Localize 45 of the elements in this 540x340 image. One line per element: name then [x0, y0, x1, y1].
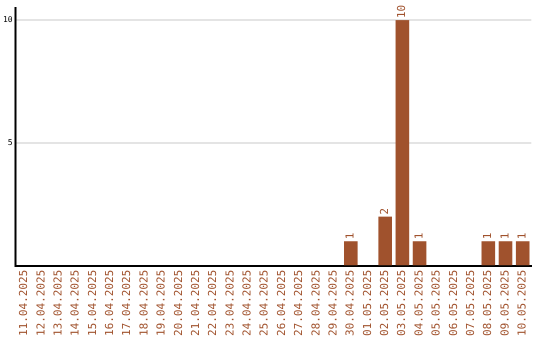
- x-tick-label: 20.04.2025: [172, 270, 185, 336]
- data-label: 10: [395, 4, 408, 18]
- x-tick-label: 23.04.2025: [223, 270, 236, 336]
- data-label: 1: [412, 232, 426, 240]
- bar: [412, 241, 426, 266]
- x-tick-label: 17.04.2025: [120, 270, 134, 336]
- x-tick-label: 05.05.2025: [430, 270, 443, 336]
- x-tick-label: 03.05.2025: [395, 270, 408, 336]
- x-tick-label: 02.05.2025: [378, 270, 392, 336]
- x-tick-label: 12.04.2025: [34, 270, 48, 336]
- x-tick-label: 18.04.2025: [137, 270, 150, 336]
- x-tick-label: 14.04.2025: [68, 270, 82, 336]
- bar: [378, 216, 392, 266]
- x-tick-label: 24.04.2025: [240, 270, 254, 336]
- data-label: 2: [378, 208, 392, 215]
- x-tick-label: 09.05.2025: [498, 270, 512, 336]
- x-tick-label: 08.05.2025: [481, 270, 494, 336]
- x-tick-label: 25.04.2025: [258, 270, 271, 336]
- x-tick-label: 16.04.2025: [103, 270, 116, 336]
- x-tick-label: 10.05.2025: [516, 270, 529, 336]
- x-tick-label: 28.04.2025: [309, 270, 322, 336]
- data-label: 1: [344, 232, 357, 240]
- x-tick-label: 29.04.2025: [326, 270, 340, 336]
- x-tick-label: 30.04.2025: [344, 270, 357, 336]
- x-tick-label: 07.05.2025: [464, 270, 477, 336]
- x-tick-label: 01.05.2025: [360, 270, 374, 336]
- x-tick-label: 19.04.2025: [154, 270, 168, 336]
- x-tick-label: 21.04.2025: [188, 270, 202, 336]
- x-tick-label: 04.05.2025: [412, 270, 426, 336]
- bar: [498, 241, 512, 266]
- x-tick-label: 06.05.2025: [446, 270, 460, 336]
- bar: [344, 241, 358, 266]
- bar: [396, 20, 410, 266]
- x-tick-label: 13.04.2025: [51, 270, 64, 336]
- x-tick-label: 11.04.2025: [17, 270, 30, 336]
- bar: [516, 241, 530, 266]
- data-label: 1: [498, 232, 512, 240]
- bar: [482, 241, 496, 266]
- y-tick-label: 5: [8, 138, 13, 148]
- x-tick-label: 27.04.2025: [292, 270, 306, 336]
- data-label: 1: [516, 232, 529, 240]
- x-tick-label: 22.04.2025: [206, 270, 220, 336]
- x-tick-label: 26.04.2025: [274, 270, 288, 336]
- data-label: 1: [481, 232, 494, 240]
- x-tick-label: 15.04.2025: [86, 270, 99, 336]
